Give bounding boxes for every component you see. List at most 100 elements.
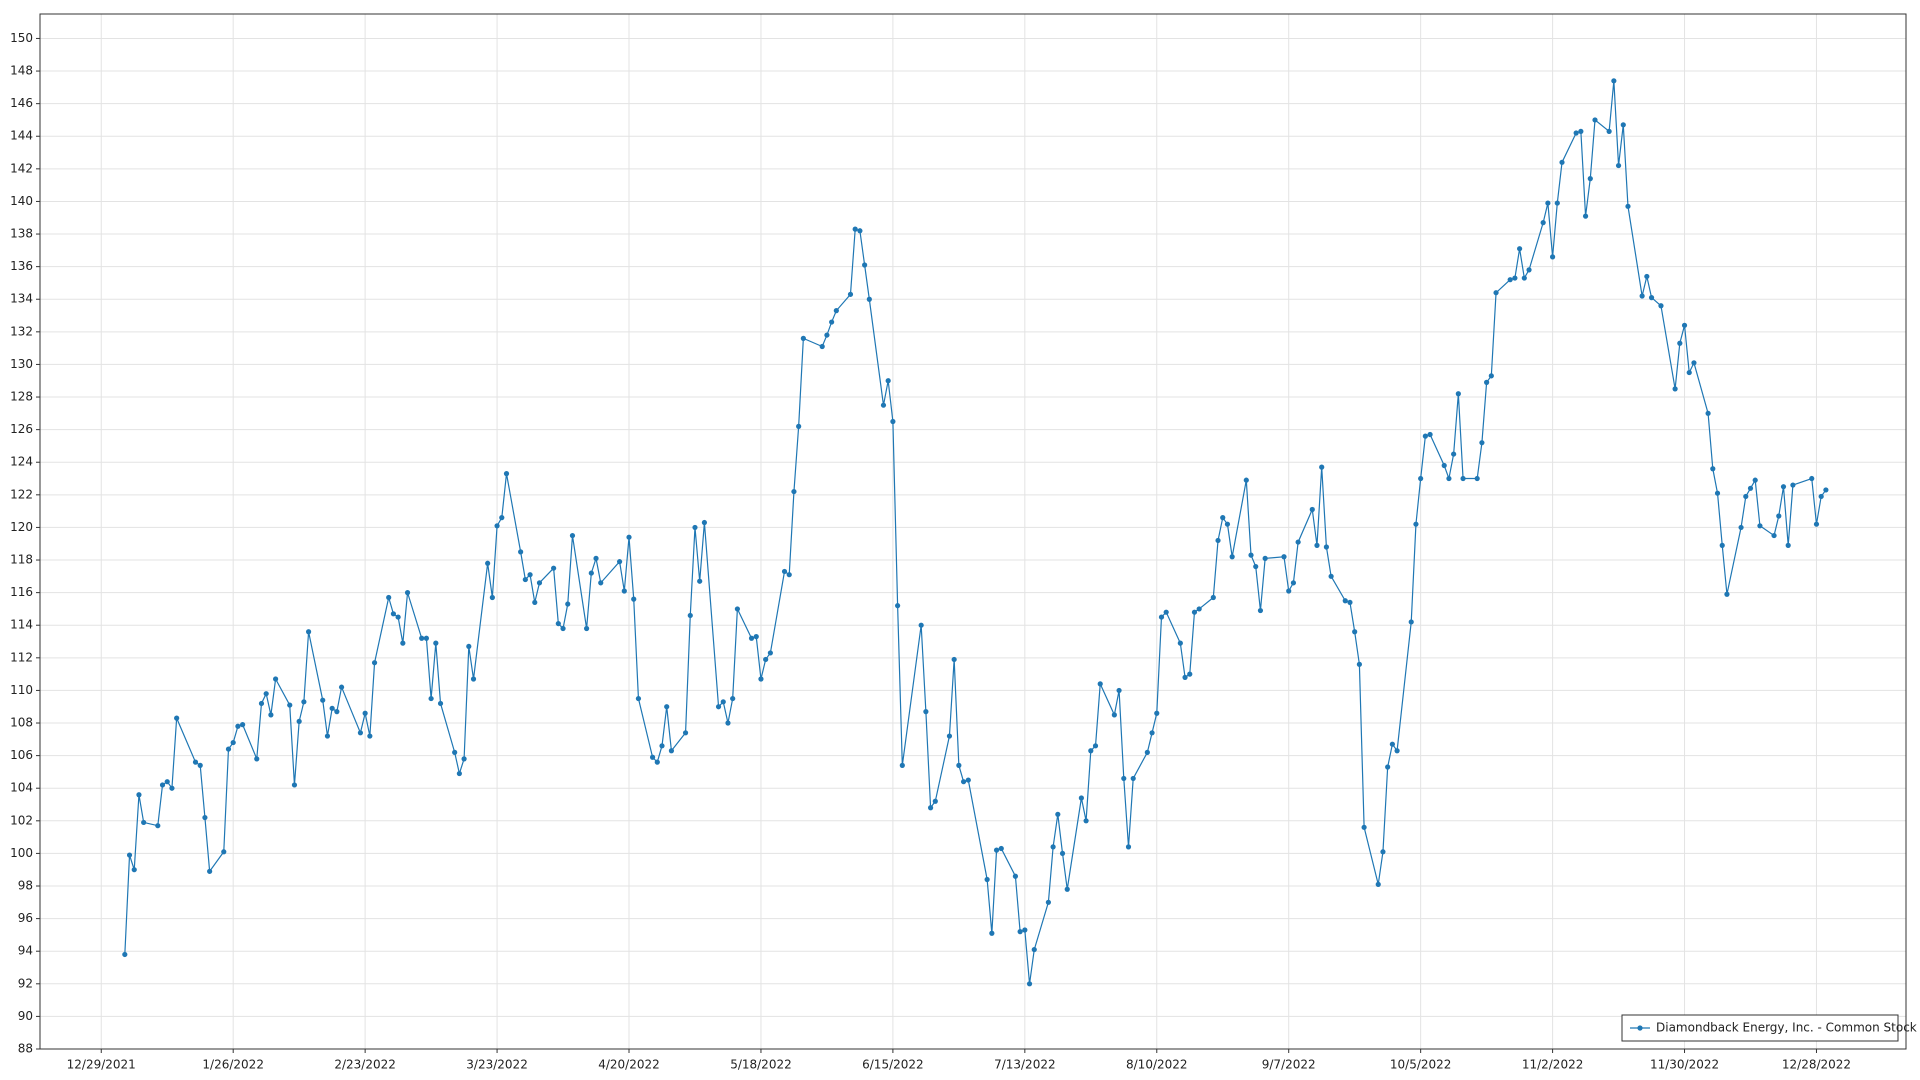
data-point bbox=[428, 695, 434, 702]
data-point bbox=[1361, 824, 1367, 830]
data-point bbox=[1154, 710, 1160, 716]
data-point bbox=[221, 849, 227, 855]
data-point bbox=[1592, 117, 1598, 123]
data-point bbox=[984, 876, 990, 883]
data-point bbox=[1710, 466, 1716, 472]
data-point bbox=[494, 523, 500, 529]
plot-frame bbox=[39, 13, 1907, 1050]
data-point bbox=[1573, 130, 1579, 136]
data-point bbox=[1474, 475, 1480, 482]
data-point bbox=[1342, 598, 1348, 604]
data-point bbox=[1691, 360, 1697, 366]
data-point bbox=[452, 749, 458, 755]
x-tick-label: 10/5/2022 bbox=[1390, 1058, 1452, 1072]
data-point bbox=[1776, 513, 1782, 519]
y-tick-label: 98 bbox=[18, 879, 33, 893]
data-point bbox=[1012, 873, 1019, 879]
legend-box bbox=[1621, 1014, 1899, 1042]
data-point bbox=[1823, 487, 1829, 493]
data-point bbox=[225, 746, 232, 752]
data-point bbox=[527, 572, 533, 578]
data-point bbox=[890, 418, 896, 425]
data-point bbox=[1479, 440, 1485, 446]
data-point bbox=[946, 733, 953, 739]
data-point bbox=[1229, 554, 1235, 560]
data-point bbox=[1644, 273, 1650, 280]
data-point bbox=[1526, 267, 1532, 273]
data-point bbox=[1059, 850, 1066, 857]
y-tick-label: 150 bbox=[10, 31, 33, 45]
data-point bbox=[1088, 748, 1094, 754]
x-tick-label: 5/18/2022 bbox=[730, 1058, 792, 1072]
data-point bbox=[1719, 542, 1725, 548]
data-point bbox=[1813, 521, 1820, 527]
data-point bbox=[1328, 573, 1334, 579]
data-point bbox=[532, 599, 538, 606]
data-point bbox=[1149, 730, 1155, 736]
data-point bbox=[715, 704, 722, 710]
data-point bbox=[829, 319, 835, 325]
data-point bbox=[122, 951, 128, 958]
data-point bbox=[164, 779, 170, 785]
data-point bbox=[1352, 629, 1358, 635]
data-point bbox=[588, 570, 594, 576]
data-point bbox=[631, 596, 637, 602]
x-tick-label: 6/15/2022 bbox=[862, 1058, 924, 1072]
x-tick-label: 7/13/2022 bbox=[994, 1058, 1056, 1072]
data-point bbox=[503, 471, 510, 477]
data-point bbox=[1507, 277, 1513, 283]
data-point bbox=[362, 710, 368, 716]
data-point bbox=[1658, 303, 1664, 309]
data-point bbox=[334, 709, 340, 715]
data-point bbox=[1422, 433, 1428, 439]
data-point bbox=[1747, 485, 1754, 491]
data-point bbox=[419, 635, 425, 641]
data-point bbox=[386, 594, 392, 601]
data-point bbox=[1738, 524, 1744, 531]
data-point bbox=[1394, 748, 1400, 754]
data-point bbox=[682, 730, 689, 736]
data-point bbox=[697, 578, 703, 584]
data-point bbox=[1578, 128, 1584, 134]
data-point bbox=[461, 756, 467, 762]
x-tick-label: 2/23/2022 bbox=[334, 1058, 396, 1072]
data-point bbox=[720, 699, 726, 705]
y-tick-label: 124 bbox=[10, 455, 33, 469]
data-point bbox=[404, 590, 411, 596]
data-point bbox=[796, 423, 802, 429]
data-point bbox=[1413, 521, 1419, 527]
data-point bbox=[240, 722, 246, 728]
y-tick-label: 96 bbox=[18, 911, 33, 925]
data-point bbox=[1323, 544, 1330, 550]
data-point bbox=[1540, 220, 1546, 226]
data-point bbox=[895, 603, 901, 609]
data-point bbox=[1705, 410, 1711, 416]
data-point bbox=[1116, 687, 1122, 694]
data-point bbox=[932, 798, 938, 804]
data-point bbox=[305, 629, 312, 635]
data-point bbox=[499, 515, 505, 521]
data-point bbox=[847, 291, 854, 297]
data-point bbox=[1177, 640, 1183, 646]
data-point bbox=[273, 676, 279, 682]
x-tick-label: 8/10/2022 bbox=[1126, 1058, 1188, 1072]
data-point bbox=[923, 709, 929, 715]
data-point bbox=[1512, 275, 1518, 281]
plot-background bbox=[40, 14, 1906, 1049]
data-point bbox=[1017, 929, 1023, 935]
data-point bbox=[880, 402, 887, 408]
data-point bbox=[169, 785, 175, 791]
data-point bbox=[1446, 475, 1452, 482]
data-point bbox=[1545, 200, 1551, 206]
data-point bbox=[1347, 599, 1353, 606]
data-point bbox=[197, 762, 203, 768]
data-point bbox=[230, 739, 236, 746]
data-point bbox=[174, 715, 180, 721]
data-point bbox=[1262, 555, 1268, 561]
data-point bbox=[786, 572, 792, 578]
data-point bbox=[371, 660, 378, 666]
y-tick-label: 134 bbox=[10, 292, 33, 306]
data-point bbox=[664, 704, 670, 710]
y-tick-label: 138 bbox=[10, 227, 33, 241]
